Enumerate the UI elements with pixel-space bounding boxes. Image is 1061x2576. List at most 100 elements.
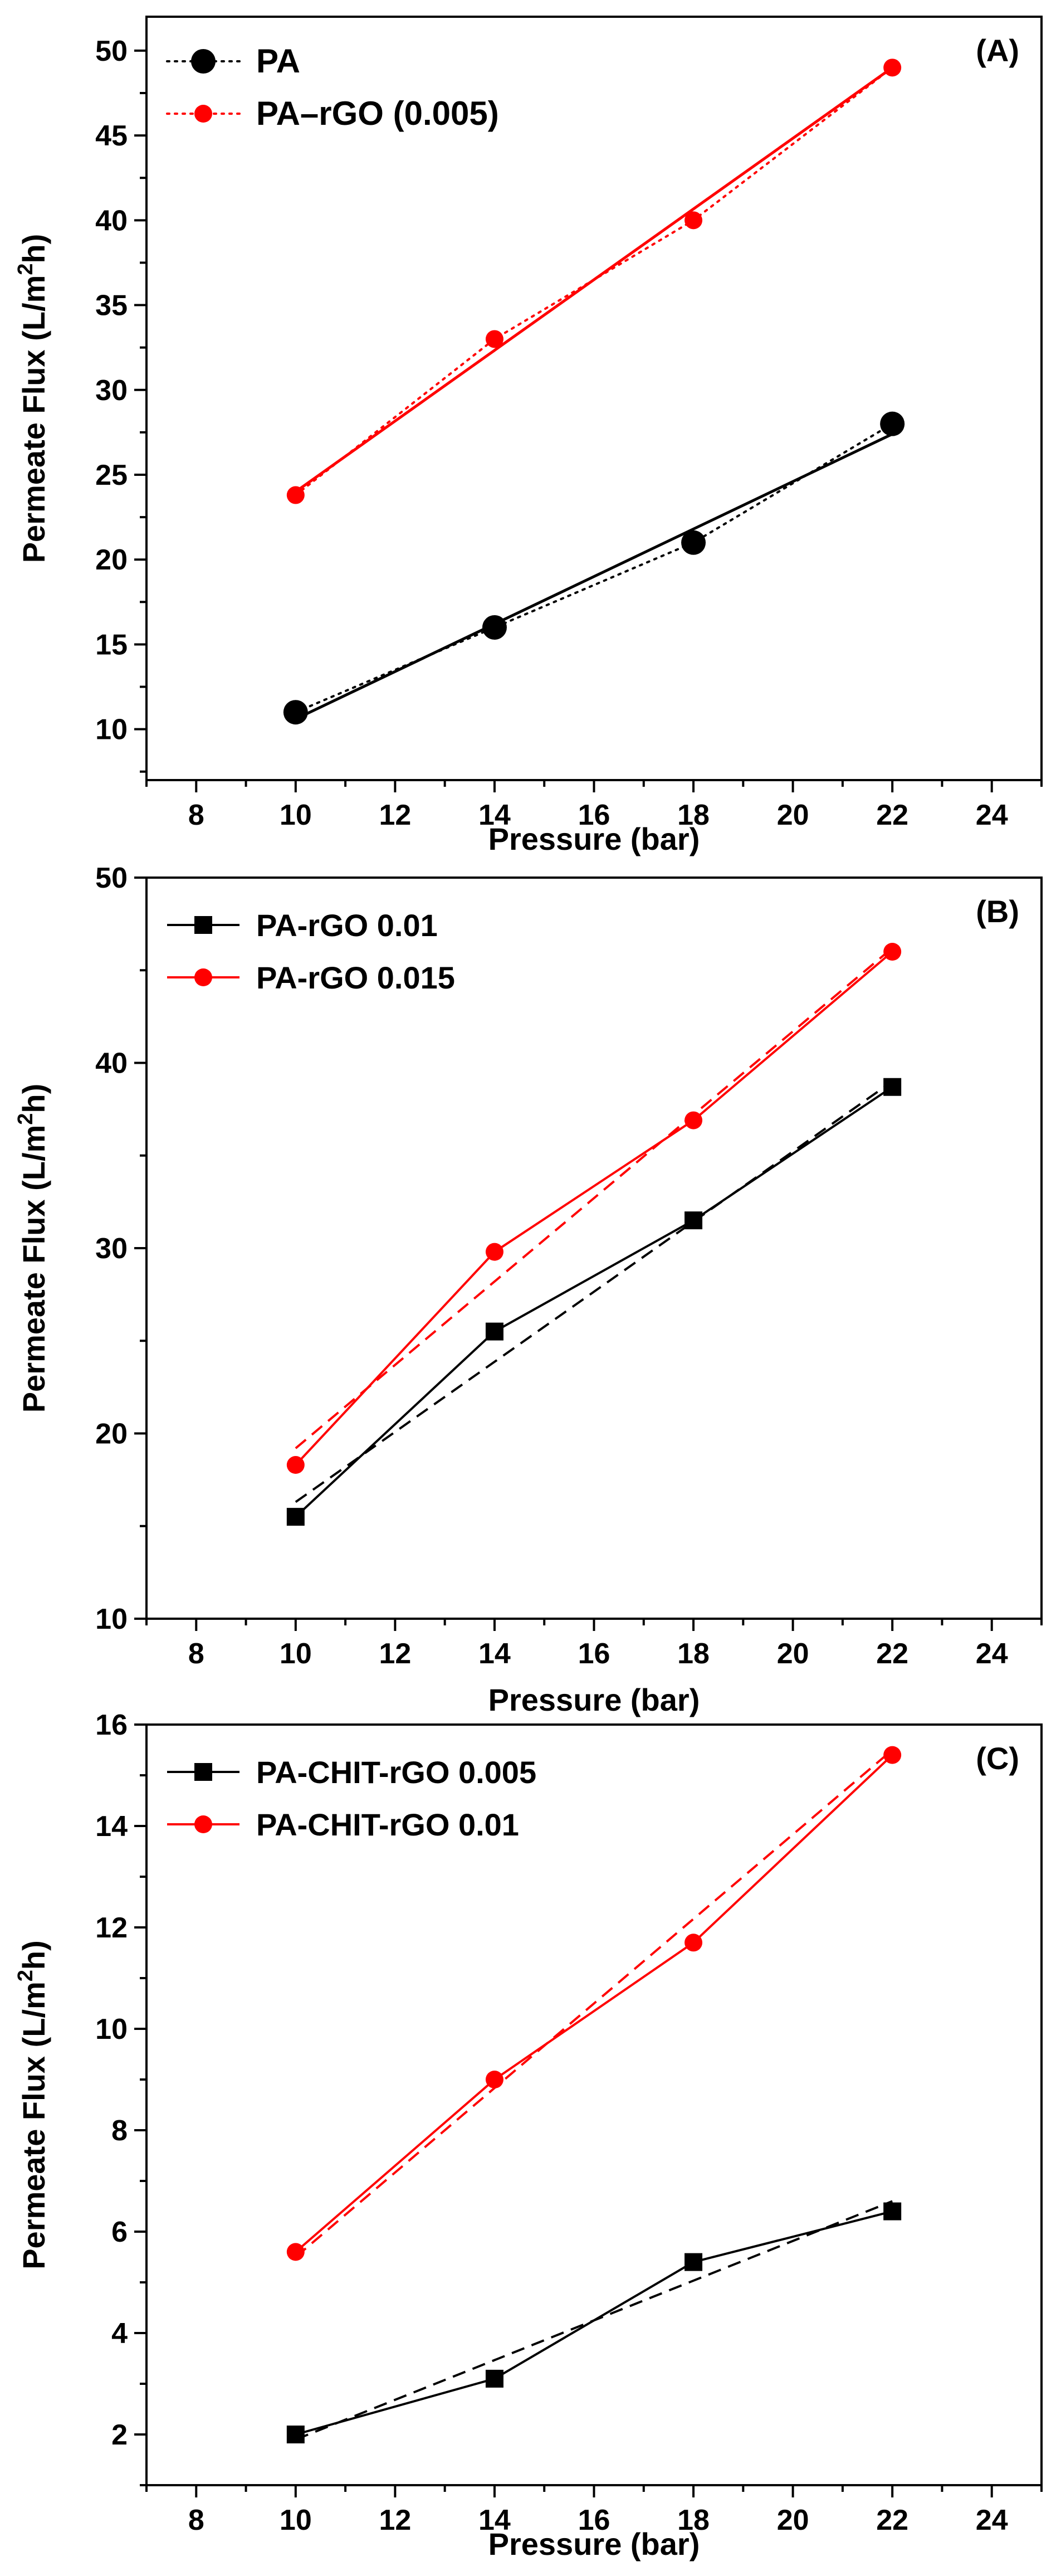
x-tick-label: 12 [379, 1638, 411, 1670]
x-tick-label: 16 [578, 1638, 610, 1670]
chart-panel-a: 8 10 12 14 16 18 20 22 24 10 15 20 25 30 35 40 45 50 Press… [14, 16, 1043, 856]
x-tick-label: 20 [777, 1638, 809, 1670]
x-tick-label: 24 [976, 799, 1008, 831]
x-tick-label: 14 [478, 2504, 511, 2536]
chart-panel-b: 8 10 12 14 16 18 20 22 24 10 20 30 40 50 Pressure (bar… [14, 862, 1043, 1717]
x-axis-label: Pressure (bar) [488, 1682, 700, 1717]
legend-marker [191, 49, 216, 74]
data-point [684, 1111, 703, 1129]
y-axis-label-tail: h) [16, 234, 51, 264]
data-point [681, 530, 706, 555]
y-axis-label: Permeate Flux (L/m2h) [14, 234, 51, 563]
series-connector-line [294, 422, 894, 714]
data-point [684, 1211, 703, 1230]
x-tick-label: 18 [677, 799, 710, 831]
series-fit-line [295, 1749, 893, 2258]
y-axis-label-main: Permeate Flux (L/m [16, 1981, 51, 2270]
data-point [883, 943, 902, 961]
x-tick-label: 14 [478, 1638, 511, 1670]
legend-item: PA-CHIT-rGO 0.005 [167, 1755, 536, 1790]
series-line [295, 2210, 893, 2436]
legend-item: PA-rGO 0.015 [167, 960, 455, 995]
legend-marker [194, 1763, 212, 1781]
panel-label: (B) [976, 894, 1019, 929]
series-0 [283, 411, 905, 725]
y-axis-label-superscript: 2 [14, 264, 37, 275]
panel-label: (C) [976, 1741, 1019, 1776]
y-tick-label: 8 [111, 2115, 128, 2147]
y-tick-label: 2 [111, 2419, 128, 2451]
x-tick-label: 24 [976, 2504, 1008, 2536]
data-point [485, 2369, 503, 2388]
y-tick-label: 30 [95, 1233, 128, 1265]
data-point [883, 59, 902, 77]
y-axis-label: Permeate Flux (L/m2h) [14, 1940, 51, 2270]
legend-marker [194, 916, 212, 934]
y-tick-label: 40 [95, 204, 128, 237]
x-tick-label: 10 [280, 2504, 312, 2536]
series-line [295, 1086, 893, 1518]
x-tick-label: 18 [677, 2504, 710, 2536]
x-tick-label: 10 [280, 1638, 312, 1670]
data-point [286, 2426, 305, 2443]
y-tick-label: 10 [95, 714, 128, 746]
y-tick-label: 35 [95, 290, 128, 322]
series-line [295, 1754, 893, 2253]
y-tick-label: 10 [95, 2013, 128, 2046]
series-fit-line [295, 66, 893, 493]
x-tick-label: 16 [578, 2504, 610, 2536]
legend-marker [194, 1815, 212, 1833]
y-tick-label: 20 [95, 544, 128, 576]
series-1 [286, 59, 902, 504]
series-fit-line [295, 1080, 893, 1503]
y-axis-label-superscript: 2 [14, 1970, 37, 1981]
x-tick-label: 8 [188, 799, 204, 831]
data-point [485, 1243, 503, 1261]
y-tick-label: 30 [95, 374, 128, 407]
x-tick-label: 22 [876, 799, 908, 831]
y-tick-label: 25 [95, 459, 128, 491]
y-tick-label: 15 [95, 629, 128, 661]
legend-label: PA [256, 42, 300, 80]
x-axis-label: Pressure (bar) [488, 821, 700, 856]
legend-label: PA-rGO 0.015 [256, 960, 455, 995]
data-point [485, 1322, 503, 1341]
legend-item: PA [166, 42, 300, 80]
x-tick-label: 22 [876, 1638, 908, 1670]
x-tick-label: 12 [379, 2504, 411, 2536]
legend-label: PA–rGO (0.005) [256, 95, 499, 132]
y-axis-label-tail: h) [16, 1940, 51, 1970]
data-point [684, 211, 703, 230]
y-tick-label: 14 [95, 1810, 128, 1843]
series-1 [286, 943, 902, 1474]
data-point [286, 2243, 305, 2261]
legend-label: PA-CHIT-rGO 0.005 [256, 1755, 536, 1790]
y-tick-label: 4 [111, 2317, 128, 2350]
legend-label: PA-CHIT-rGO 0.01 [256, 1807, 519, 1842]
data-point [883, 2202, 902, 2220]
y-tick-label: 45 [95, 120, 128, 152]
y-axis-label-tail: h) [16, 1084, 51, 1113]
x-tick-label: 24 [976, 1638, 1008, 1670]
data-point [485, 2071, 503, 2088]
series-line [295, 951, 893, 1466]
x-tick-label: 14 [478, 799, 511, 831]
y-tick-label: 40 [95, 1048, 128, 1080]
y-tick-label: 20 [95, 1418, 128, 1450]
series-fit-line [295, 947, 893, 1449]
series-1 [286, 1746, 902, 2261]
x-tick-label: 10 [280, 799, 312, 831]
y-axis-label: Permeate Flux (L/m2h) [14, 1084, 51, 1413]
legend-marker [194, 968, 212, 986]
legend-label: PA-rGO 0.01 [256, 908, 438, 943]
y-tick-label: 6 [111, 2216, 128, 2248]
y-tick-label: 50 [95, 35, 128, 67]
panel-label: (A) [976, 33, 1019, 68]
data-point [883, 1746, 902, 1764]
data-point [286, 486, 305, 504]
data-point [286, 1456, 305, 1474]
data-point [283, 700, 308, 725]
x-axis-label: Pressure (bar) [488, 2526, 700, 2562]
